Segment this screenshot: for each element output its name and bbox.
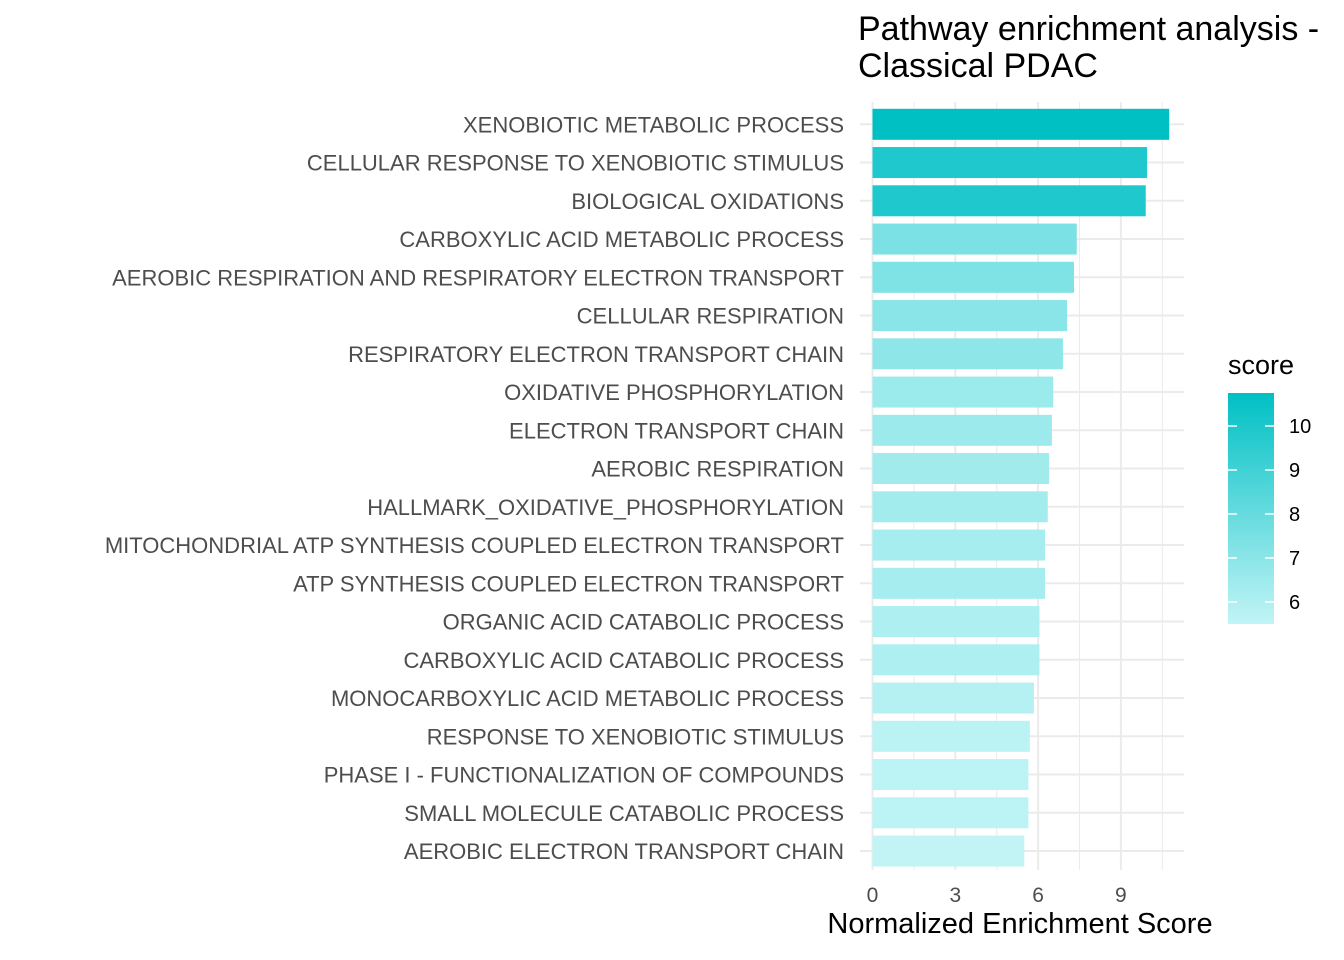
category-label: MITOCHONDRIAL ATP SYNTHESIS COUPLED ELEC…: [105, 533, 844, 558]
category-label: ATP SYNTHESIS COUPLED ELECTRON TRANSPORT: [293, 571, 844, 596]
category-label: CARBOXYLIC ACID CATABOLIC PROCESS: [403, 648, 844, 673]
x-tick-label: 3: [949, 884, 961, 907]
bar: [872, 529, 1045, 561]
bar: [872, 720, 1030, 752]
category-label: RESPIRATORY ELECTRON TRANSPORT CHAIN: [348, 342, 844, 367]
legend-tick-label: 8: [1289, 504, 1300, 526]
x-tick-label: 6: [1032, 884, 1044, 907]
legend: 6 7 8 9 10: [1228, 393, 1311, 624]
bar: [872, 185, 1146, 217]
legend-tick-label: 9: [1289, 460, 1300, 482]
bar: [872, 759, 1029, 791]
bar: [872, 414, 1052, 446]
category-label: AEROBIC ELECTRON TRANSPORT CHAIN: [404, 839, 844, 864]
legend-tick-label: 10: [1289, 416, 1311, 438]
category-label: AEROBIC RESPIRATION AND RESPIRATORY ELEC…: [112, 265, 844, 290]
bar: [872, 606, 1040, 638]
bar: [872, 567, 1045, 599]
bar: [872, 797, 1029, 829]
category-label: ELECTRON TRANSPORT CHAIN: [509, 418, 844, 443]
category-label: RESPONSE TO XENOBIOTIC STIMULUS: [427, 724, 844, 749]
legend-tick-label: 7: [1289, 548, 1300, 570]
grid-layer: [860, 102, 1184, 870]
category-label: CELLULAR RESPIRATION: [577, 304, 844, 329]
category-label: CELLULAR RESPONSE TO XENOBIOTIC STIMULUS: [307, 151, 844, 176]
bar: [872, 108, 1170, 140]
category-label: XENOBIOTIC METABOLIC PROCESS: [463, 112, 844, 137]
chart-title-line-1: Pathway enrichment analysis -: [858, 10, 1320, 48]
legend-title: score: [1228, 350, 1295, 380]
bar: [872, 223, 1077, 255]
bar: [872, 147, 1148, 179]
category-labels: XENOBIOTIC METABOLIC PROCESS CELLULAR RES…: [105, 112, 844, 864]
legend-colorbar: [1228, 393, 1274, 624]
x-tick-label: 0: [867, 884, 879, 907]
x-tick-labels: 0 3 6 9: [867, 884, 1127, 907]
category-label: OXIDATIVE PHOSPHORYLATION: [504, 380, 844, 405]
bars-layer: [872, 108, 1170, 867]
chart-title-line-2: Classical PDAC: [858, 47, 1098, 85]
category-label: CARBOXYLIC ACID METABOLIC PROCESS: [399, 227, 844, 252]
bar: [872, 376, 1054, 408]
category-label: HALLMARK_OXIDATIVE_PHOSPHORYLATION: [367, 495, 844, 520]
category-label: PHASE I - FUNCTIONALIZATION OF COMPOUNDS: [324, 763, 844, 788]
category-label: MONOCARBOXYLIC ACID METABOLIC PROCESS: [331, 686, 844, 711]
legend-tick-label: 6: [1289, 592, 1300, 614]
bar: [872, 682, 1034, 714]
bar: [872, 835, 1025, 867]
category-label: AEROBIC RESPIRATION: [591, 457, 844, 482]
bar: [872, 338, 1063, 370]
category-label: BIOLOGICAL OXIDATIONS: [571, 189, 844, 214]
bar: [872, 453, 1050, 485]
category-label: SMALL MOLECULE CATABOLIC PROCESS: [404, 801, 844, 826]
bar: [872, 300, 1068, 332]
x-tick-label: 9: [1115, 884, 1127, 907]
bar: [872, 491, 1048, 523]
x-axis-label: Normalized Enrichment Score: [827, 908, 1213, 940]
bar: [872, 644, 1040, 676]
category-label: ORGANIC ACID CATABOLIC PROCESS: [443, 610, 844, 635]
bar: [872, 261, 1074, 293]
